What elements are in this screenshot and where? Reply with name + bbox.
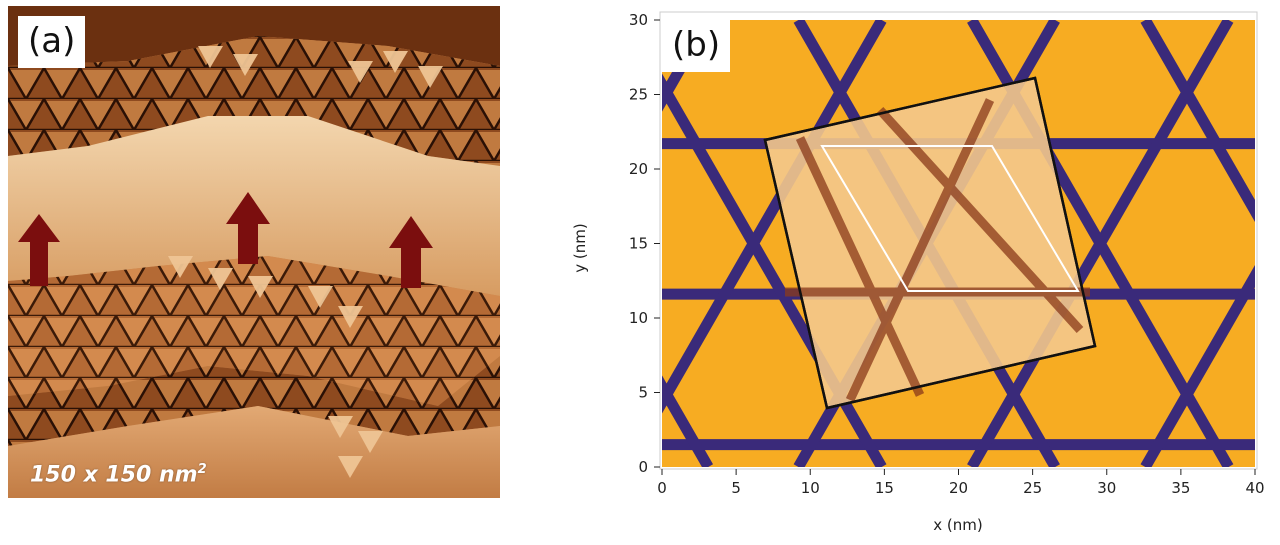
y-axis: 0 5 10 15 20 25 30	[629, 11, 660, 476]
panel-label-b: (b)	[662, 20, 731, 72]
y-tick-label: 20	[629, 160, 648, 178]
x-tick-label: 30	[1097, 479, 1116, 497]
arrow-icon	[18, 214, 60, 286]
x-tick-label: 10	[801, 479, 820, 497]
arrow-icon	[226, 192, 270, 264]
y-tick-label: 5	[638, 384, 648, 402]
y-tick-label: 25	[629, 86, 648, 104]
unit-cell-rhombus	[820, 145, 1080, 292]
arrow-group	[18, 192, 433, 288]
y-tick-label: 15	[629, 235, 648, 253]
lattice-line	[1140, 20, 1255, 223]
scale-bar-text: 150 x 150 nm2	[30, 462, 207, 488]
arrow-icon	[389, 216, 433, 288]
panel-label-a: (a)	[18, 16, 86, 68]
x-tick-label: 35	[1171, 479, 1190, 497]
y-tick-label: 30	[629, 11, 648, 29]
y-tick-label: 10	[629, 309, 648, 327]
stm-image-panel-a: (a) 150 x 150 nm2	[8, 6, 500, 498]
plot-panel-b: 0 5 10 15 20 25 30 35 40 0 5 10 15 20 25 30 x (nm) y (…	[560, 0, 1280, 540]
stm-image	[8, 6, 500, 498]
y-tick-label: 0	[638, 458, 648, 476]
x-tick-label: 40	[1245, 479, 1264, 497]
x-tick-label: 15	[875, 479, 894, 497]
x-axis: 0 5 10 15 20 25 30 35 40	[657, 469, 1265, 497]
x-axis-label: x (nm)	[933, 516, 982, 534]
x-tick-label: 0	[657, 479, 667, 497]
heatmap-plot: 0 5 10 15 20 25 30 35 40 0 5 10 15 20 25 30 x (nm) y (…	[571, 11, 1265, 534]
x-tick-label: 20	[949, 479, 968, 497]
y-axis-label: y (nm)	[571, 223, 589, 272]
lattice-line	[1140, 264, 1255, 467]
x-tick-label: 5	[731, 479, 741, 497]
x-tick-label: 25	[1023, 479, 1042, 497]
